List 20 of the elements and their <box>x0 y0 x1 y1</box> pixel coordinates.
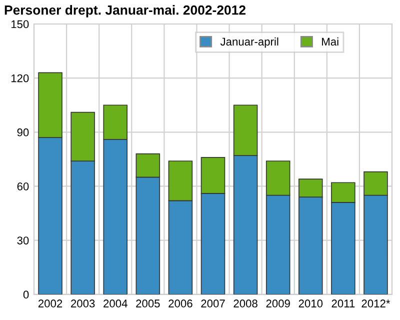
y-tick-label: 90 <box>17 128 29 136</box>
x-tick-label: 2011 <box>332 300 355 308</box>
y-tick-label: 120 <box>11 74 29 82</box>
x-tick-label: 2012* <box>362 300 390 308</box>
legend-label: Januar-april <box>220 37 278 48</box>
x-tick-label: 2003 <box>71 300 95 308</box>
x-tick-label: 2002 <box>38 300 62 308</box>
y-tick-label: 60 <box>17 182 29 190</box>
chart-title: Personer drept. Januar-mai. 2002-2012 <box>4 5 246 18</box>
x-tick-label: 2006 <box>168 300 192 308</box>
y-tick-label: 30 <box>17 236 29 244</box>
x-tick-label: 2009 <box>266 300 290 308</box>
x-tick-label: 2007 <box>201 300 225 308</box>
x-tick-label: 2005 <box>136 300 160 308</box>
x-tick-label: 2004 <box>104 300 128 308</box>
x-tick-label: 2008 <box>234 300 258 308</box>
y-tick-label: 0 <box>23 290 29 299</box>
y-tick-label: 150 <box>11 20 29 28</box>
legend-label: Mai <box>322 37 338 46</box>
x-tick-label: 2010 <box>298 300 323 308</box>
